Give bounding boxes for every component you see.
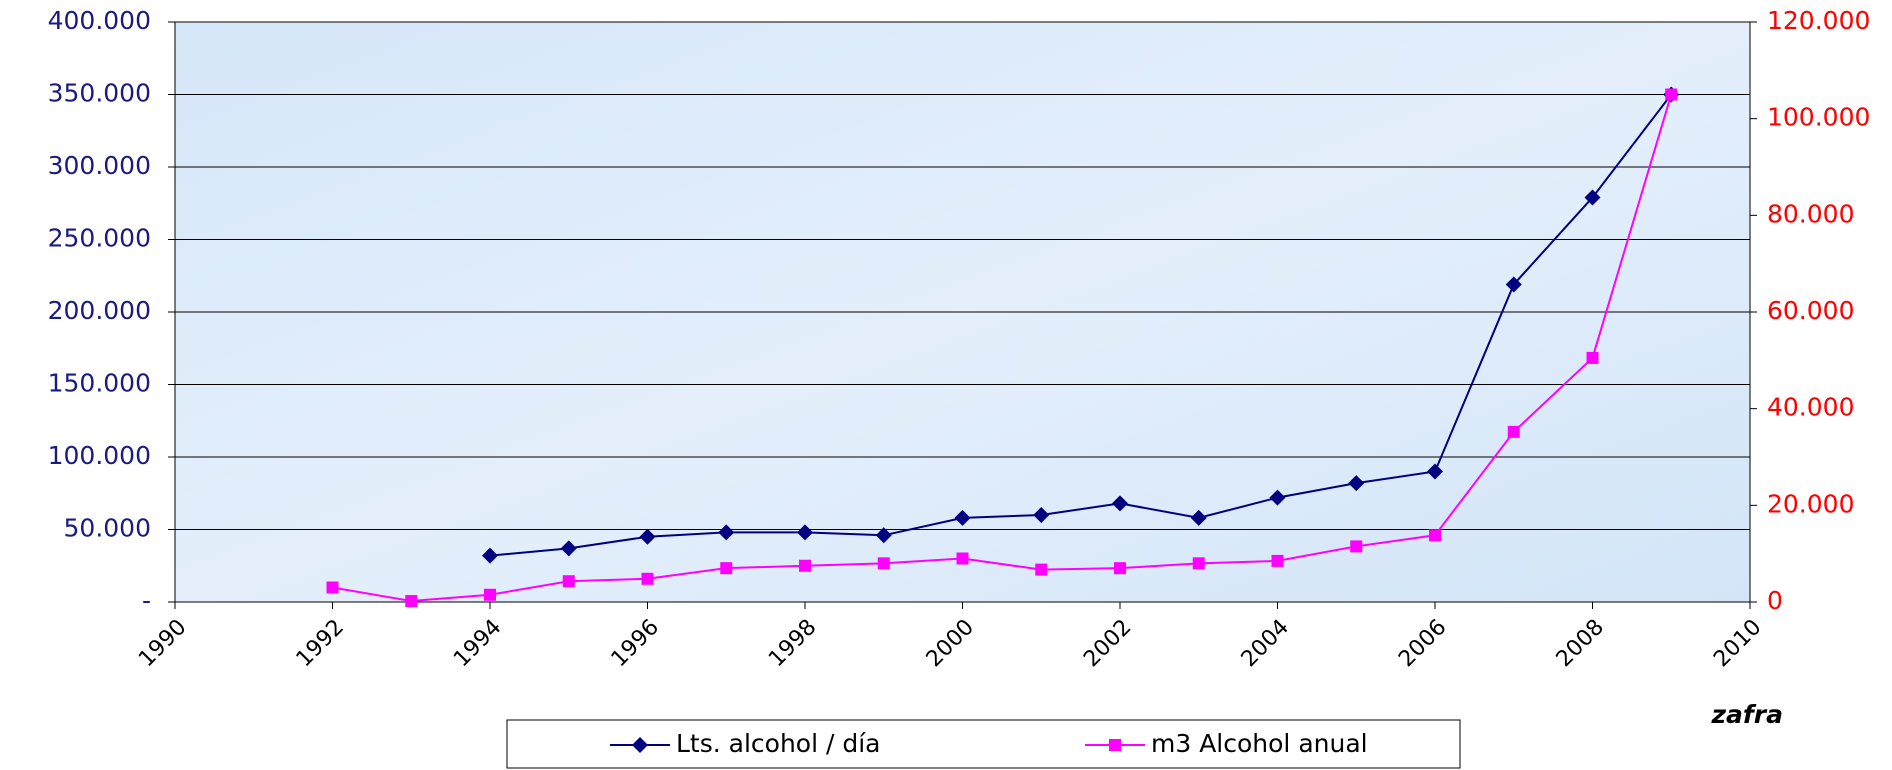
point <box>1427 463 1443 480</box>
legend-marker <box>632 737 648 753</box>
point <box>1507 425 1520 438</box>
y2-tick-label: 20.000 <box>1767 489 1854 518</box>
x-tick-label: 2008 <box>1552 615 1609 672</box>
point <box>326 581 339 594</box>
x-tick-label: 1990 <box>134 615 191 672</box>
y2-tick-label: 0 <box>1767 586 1783 615</box>
point <box>1584 189 1601 206</box>
point <box>639 528 656 545</box>
y-tick-label: - <box>142 586 151 615</box>
y2-tick-label: 120.000 <box>1767 6 1870 35</box>
point <box>1586 351 1599 364</box>
y-tick-label: 300.000 <box>48 151 151 180</box>
x-tick-label: 1996 <box>607 615 664 672</box>
y2-tick-label: 40.000 <box>1767 393 1854 422</box>
point <box>1271 554 1284 567</box>
x-tick-label: 1994 <box>449 615 506 672</box>
point <box>799 559 811 572</box>
y-tick-label: 150.000 <box>48 369 151 398</box>
point <box>1114 562 1126 575</box>
y2-tick-label: 80.000 <box>1767 199 1854 228</box>
point <box>1035 563 1048 576</box>
point <box>1429 529 1441 542</box>
point <box>1269 489 1286 506</box>
point <box>1350 540 1363 553</box>
y-tick-label: 200.000 <box>48 296 151 325</box>
point <box>718 524 735 541</box>
y-tick-label: 350.000 <box>48 79 151 108</box>
x-tick-label: 2000 <box>922 615 979 672</box>
point <box>875 527 892 544</box>
point <box>562 575 575 588</box>
point <box>1112 495 1128 512</box>
point <box>956 552 969 565</box>
series-line <box>489 93 1673 557</box>
x-axis-label: zafra <box>1711 700 1784 729</box>
legend-label: m3 Alcohol anual <box>1151 729 1368 758</box>
x-tick-label: 2006 <box>1394 615 1451 672</box>
x-tick-label: 2004 <box>1237 615 1294 672</box>
point <box>954 509 971 526</box>
point <box>405 595 418 608</box>
point <box>482 547 498 564</box>
y2-tick-label: 100.000 <box>1767 103 1870 132</box>
y-tick-label: 250.000 <box>48 224 151 253</box>
y-tick-label: 50.000 <box>64 514 151 543</box>
y-tick-label: 400.000 <box>48 6 151 35</box>
point <box>797 524 813 541</box>
y-tick-label: 100.000 <box>48 441 151 470</box>
x-tick-label: 2002 <box>1079 615 1136 672</box>
point <box>1192 557 1205 570</box>
point <box>877 557 890 570</box>
point <box>1665 88 1678 101</box>
point <box>1033 507 1050 523</box>
point <box>484 588 496 601</box>
series-line <box>332 94 1673 603</box>
point <box>641 572 654 585</box>
point <box>1348 475 1365 492</box>
x-tick-label: 1992 <box>292 615 349 672</box>
legend-label: Lts. alcohol / día <box>676 729 881 758</box>
y2-tick-label: 60.000 <box>1767 296 1854 325</box>
x-tick-label: 1998 <box>764 615 821 672</box>
x-tick-label: 2010 <box>1709 615 1766 672</box>
legend-marker <box>1109 739 1121 751</box>
point <box>560 540 577 557</box>
point <box>1190 509 1207 526</box>
point <box>1505 276 1522 293</box>
point <box>720 562 733 575</box>
